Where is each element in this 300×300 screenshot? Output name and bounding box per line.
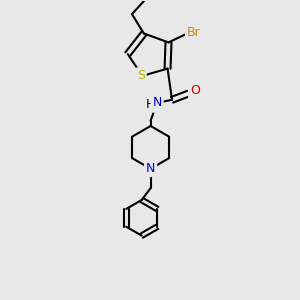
Text: N: N	[146, 162, 155, 175]
Text: Br: Br	[187, 26, 201, 38]
Text: H: H	[146, 98, 155, 111]
Text: O: O	[190, 84, 200, 98]
Text: S: S	[137, 69, 145, 82]
Text: N: N	[152, 96, 162, 109]
